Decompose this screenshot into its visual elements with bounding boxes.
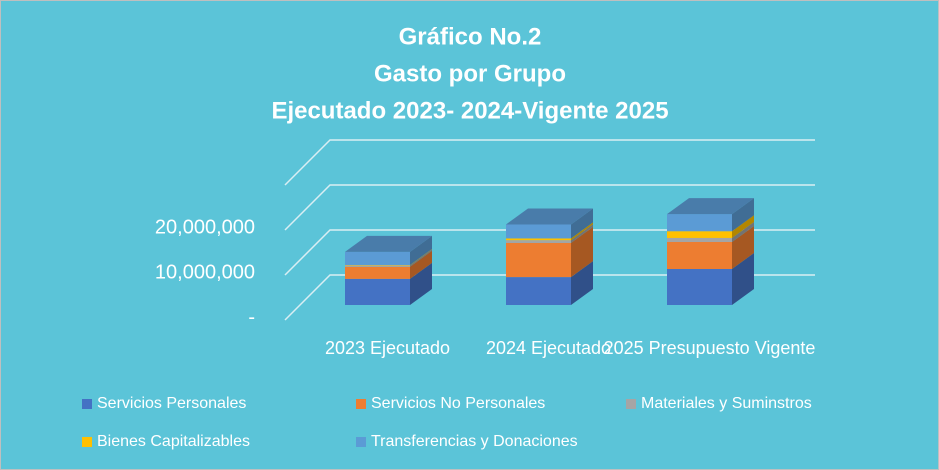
bar-side xyxy=(571,224,593,243)
y-tick-label: 20,000,000 xyxy=(155,216,255,238)
bar-segment xyxy=(345,251,410,265)
chart-title: Gráfico No.2 xyxy=(399,23,542,50)
bar-top xyxy=(667,198,754,215)
bar-side xyxy=(410,262,432,305)
grid-line xyxy=(284,139,815,186)
legend-label: Bienes Capitalizables xyxy=(97,433,250,450)
bar-segment xyxy=(506,224,571,239)
bar-side xyxy=(571,261,593,305)
bar-segment xyxy=(506,242,571,278)
grid-line xyxy=(284,184,815,231)
bar-side xyxy=(571,222,593,241)
y-tick-label: - xyxy=(248,306,255,328)
grid-line xyxy=(284,229,815,276)
chart-title: Ejecutado 2023- 2024-Vigente 2025 xyxy=(271,97,668,124)
bar-segment xyxy=(667,242,732,269)
legend-swatch xyxy=(82,399,92,409)
legend-label: Servicios Personales xyxy=(97,395,246,412)
legend-swatch xyxy=(356,399,366,409)
bar-side xyxy=(732,253,754,305)
legend-swatch xyxy=(626,399,636,409)
bar-side xyxy=(410,248,432,266)
bar-side xyxy=(571,208,593,239)
x-tick-label: 2024 Ejecutado xyxy=(486,338,611,358)
bar-segment xyxy=(345,278,410,305)
bar-top xyxy=(506,208,593,225)
bar-segment xyxy=(345,266,410,279)
bar-segment xyxy=(667,237,732,242)
bar-segment xyxy=(667,231,732,238)
bar-side xyxy=(571,226,593,278)
bar-side xyxy=(410,250,432,279)
bar-side xyxy=(732,226,754,269)
bar-side xyxy=(410,249,432,267)
bar-segment xyxy=(506,277,571,305)
bar-side xyxy=(732,215,754,238)
legend-label: Servicios No Personales xyxy=(371,395,545,412)
x-tick-label: 2025 Presupuesto Vigente xyxy=(604,338,816,358)
legend-label: Transferencias y Donaciones xyxy=(371,433,578,450)
legend-swatch xyxy=(356,437,366,447)
legend-label: Materiales y Suminstros xyxy=(641,395,812,412)
y-tick-label: 10,000,000 xyxy=(155,261,255,283)
bar-top xyxy=(345,235,432,252)
bar-segment xyxy=(345,265,410,267)
x-tick-label: 2023 Ejecutado xyxy=(325,338,450,358)
chart-title: Gasto por Grupo xyxy=(374,60,566,87)
bar-side xyxy=(410,235,432,265)
legend-swatch xyxy=(82,437,92,447)
bar-segment xyxy=(506,240,571,243)
grid-line xyxy=(284,274,815,321)
bar-segment xyxy=(506,238,571,241)
bar-side xyxy=(732,221,754,242)
bar-segment xyxy=(667,214,732,232)
bar-segment xyxy=(667,269,732,305)
bar-side xyxy=(732,198,754,232)
